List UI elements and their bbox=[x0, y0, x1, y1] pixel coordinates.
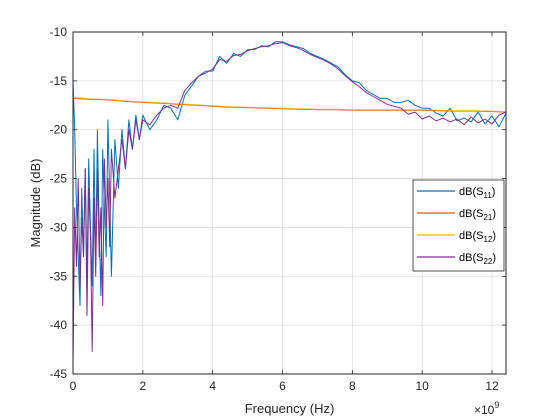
x-tick-label: 4 bbox=[209, 379, 216, 393]
legend-entry-close: ) bbox=[492, 252, 496, 264]
legend-entry: dB(S21) bbox=[459, 208, 496, 222]
x-tick-label: 10 bbox=[416, 379, 430, 393]
legend-entry-sub: 21 bbox=[483, 213, 492, 222]
legend-entry-main: dB(S bbox=[459, 186, 483, 198]
y-tick-label: -10 bbox=[50, 25, 68, 39]
y-axis-label: Magnitude (dB) bbox=[28, 159, 43, 248]
x-tick-label: 12 bbox=[485, 379, 499, 393]
legend-entry-close: ) bbox=[492, 186, 496, 198]
x-axis-exponent-base: ×10 bbox=[474, 403, 495, 417]
x-tick-label: 2 bbox=[139, 379, 146, 393]
x-tick-label: 0 bbox=[70, 379, 77, 393]
legend-entry: dB(S11) bbox=[459, 186, 495, 200]
legend-entry-sub: 12 bbox=[483, 235, 492, 244]
y-tick-label: -20 bbox=[50, 123, 68, 137]
legend: dB(S11)dB(S21)dB(S12)dB(S22) bbox=[412, 179, 505, 272]
legend-entry-close: ) bbox=[492, 208, 496, 220]
y-tick-label: -35 bbox=[50, 269, 68, 283]
ticks: 0 2 4 6 8 10 12 -45 -40 -35 -30 -25 -20 -15 -10 bbox=[50, 25, 506, 393]
legend-entry-main: dB(S bbox=[459, 208, 483, 220]
legend-entry-sub: 11 bbox=[483, 191, 492, 200]
x-tick-label: 8 bbox=[349, 379, 356, 393]
legend-entry-close: ) bbox=[492, 230, 496, 242]
legend-entry-main: dB(S bbox=[459, 252, 483, 264]
series-line-12 bbox=[73, 97, 506, 113]
legend-entry: dB(S22) bbox=[459, 252, 496, 266]
legend-entry-main: dB(S bbox=[459, 230, 483, 242]
y-tick-label: -25 bbox=[50, 172, 68, 186]
series-line-22 bbox=[73, 42, 506, 365]
legend-box bbox=[412, 179, 505, 272]
x-axis-label: Frequency (Hz) bbox=[245, 401, 335, 416]
x-axis-exponent-power: 9 bbox=[494, 400, 499, 410]
axes-box bbox=[72, 31, 507, 375]
legend-entry: dB(S12) bbox=[459, 230, 496, 244]
x-axis-exponent: ×109 bbox=[474, 400, 499, 417]
series-layer bbox=[73, 41, 506, 365]
legend-entry-sub: 22 bbox=[483, 257, 492, 266]
y-tick-label: -15 bbox=[50, 74, 68, 88]
x-tick-label: 6 bbox=[279, 379, 286, 393]
y-tick-label: -40 bbox=[50, 318, 68, 332]
y-tick-label: -45 bbox=[50, 367, 68, 381]
y-tick-label: -30 bbox=[50, 220, 68, 234]
